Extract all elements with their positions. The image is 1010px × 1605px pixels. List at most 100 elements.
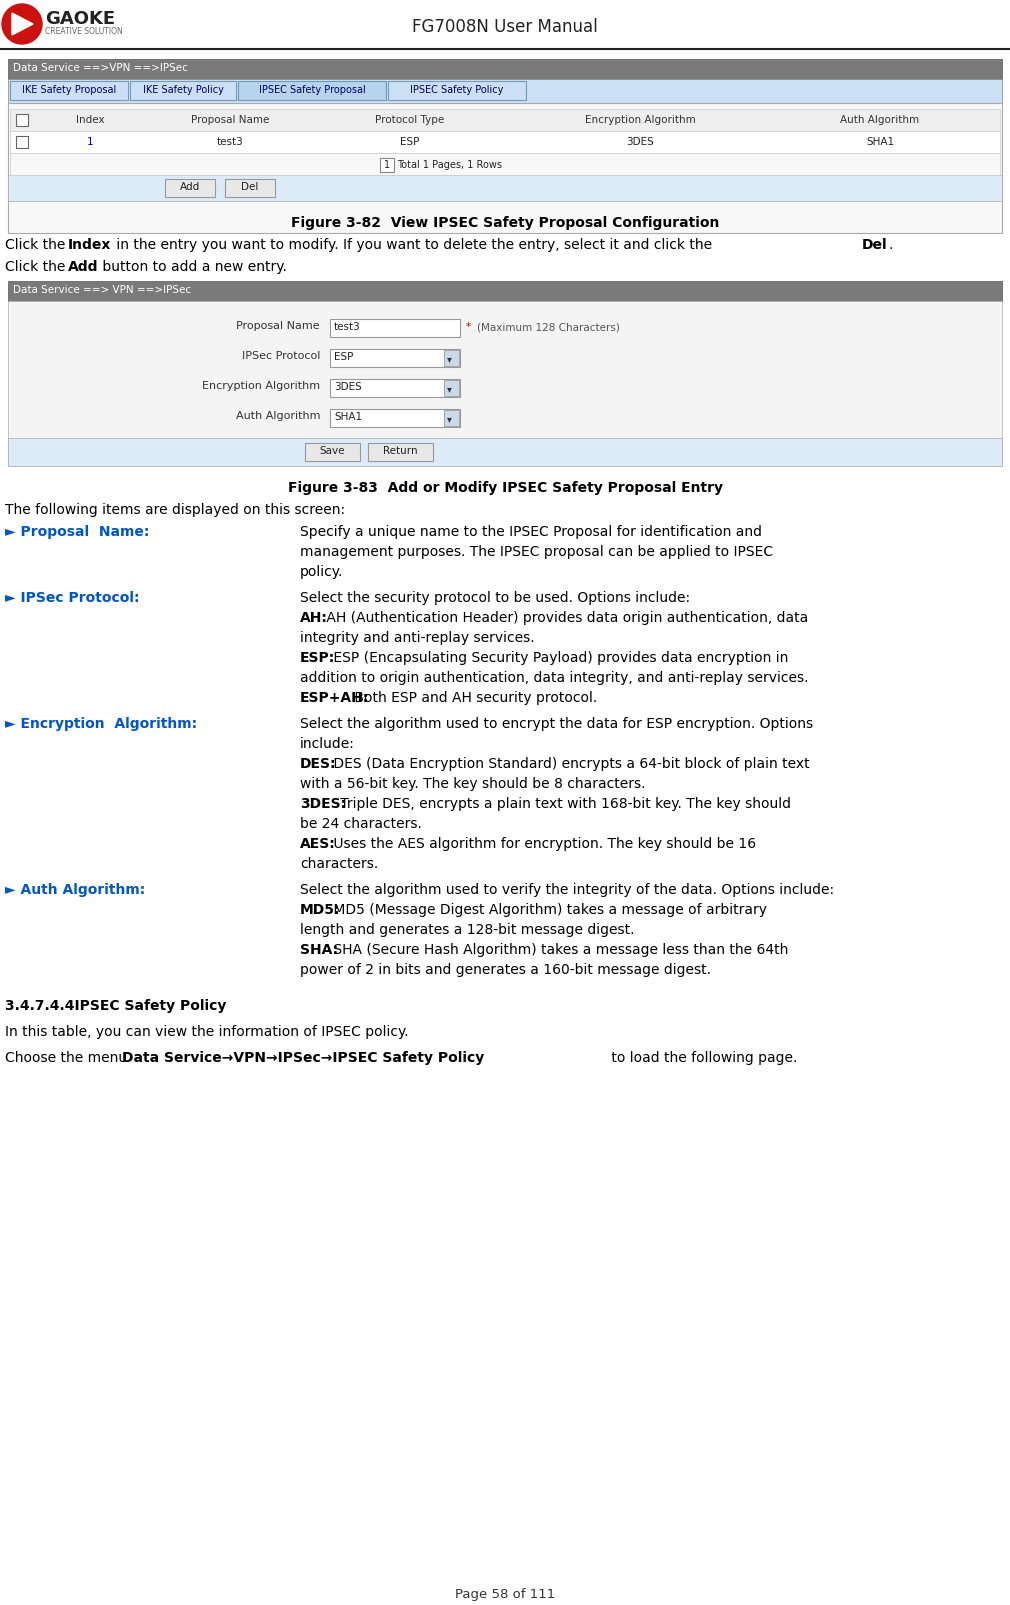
Text: Both ESP and AH security protocol.: Both ESP and AH security protocol. xyxy=(350,690,598,705)
Text: Proposal Name: Proposal Name xyxy=(191,116,270,125)
Text: Triple DES, encrypts a plain text with 168-bit key. The key should: Triple DES, encrypts a plain text with 1… xyxy=(336,796,791,811)
Text: with a 56-bit key. The key should be 8 characters.: with a 56-bit key. The key should be 8 c… xyxy=(300,777,645,791)
Text: ▾: ▾ xyxy=(446,353,451,364)
Text: characters.: characters. xyxy=(300,857,379,870)
Text: ESP (Encapsulating Security Payload) provides data encryption in: ESP (Encapsulating Security Payload) pro… xyxy=(329,650,788,664)
Text: Auth Algorithm: Auth Algorithm xyxy=(840,116,919,125)
Text: Protocol Type: Protocol Type xyxy=(376,116,444,125)
Text: Uses the AES algorithm for encryption. The key should be 16: Uses the AES algorithm for encryption. T… xyxy=(329,836,755,851)
Text: 3DES: 3DES xyxy=(626,136,653,148)
Text: power of 2 in bits and generates a 160-bit message digest.: power of 2 in bits and generates a 160-b… xyxy=(300,963,711,976)
Text: FG7008N User Manual: FG7008N User Manual xyxy=(412,18,598,35)
Text: The following items are displayed on this screen:: The following items are displayed on thi… xyxy=(5,502,345,517)
Text: IPSEC Safety Proposal: IPSEC Safety Proposal xyxy=(259,85,366,95)
Text: in the entry you want to modify. If you want to delete the entry, select it and : in the entry you want to modify. If you … xyxy=(112,238,716,252)
Text: Index: Index xyxy=(68,238,111,252)
Bar xyxy=(330,380,460,398)
Text: length and generates a 128-bit message digest.: length and generates a 128-bit message d… xyxy=(300,923,634,936)
Text: Click the: Click the xyxy=(5,260,70,274)
Text: AH:: AH: xyxy=(300,610,328,624)
Bar xyxy=(225,180,275,197)
Bar xyxy=(10,132,1000,154)
Text: ESP+AH:: ESP+AH: xyxy=(300,690,370,705)
Text: Del: Del xyxy=(241,181,259,193)
Text: addition to origin authentication, data integrity, and anti-replay services.: addition to origin authentication, data … xyxy=(300,671,808,685)
Text: be 24 characters.: be 24 characters. xyxy=(300,817,422,830)
Text: Specify a unique name to the IPSEC Proposal for identification and: Specify a unique name to the IPSEC Propo… xyxy=(300,525,762,539)
Text: Figure 3-82  View IPSEC Safety Proposal Configuration: Figure 3-82 View IPSEC Safety Proposal C… xyxy=(291,215,719,230)
Text: *: * xyxy=(466,321,475,332)
Bar xyxy=(380,159,394,173)
Bar xyxy=(368,443,433,462)
Text: Save: Save xyxy=(319,446,344,456)
Text: AES:: AES: xyxy=(300,836,335,851)
Bar xyxy=(444,380,459,396)
Text: Figure 3-83  Add or Modify IPSEC Safety Proposal Entry: Figure 3-83 Add or Modify IPSEC Safety P… xyxy=(288,482,722,494)
Text: button to add a new entry.: button to add a new entry. xyxy=(98,260,287,274)
Bar xyxy=(130,82,236,101)
Text: ▾: ▾ xyxy=(446,414,451,424)
Text: 3DES: 3DES xyxy=(334,382,362,392)
Bar xyxy=(8,80,1002,104)
Text: IKE Safety Proposal: IKE Safety Proposal xyxy=(22,85,116,95)
Bar xyxy=(330,350,460,368)
Text: MD5:: MD5: xyxy=(300,902,340,916)
Text: include:: include: xyxy=(300,737,355,751)
Text: ► Auth Algorithm:: ► Auth Algorithm: xyxy=(5,883,145,897)
Text: policy.: policy. xyxy=(300,565,343,579)
Bar xyxy=(8,302,1002,467)
Bar xyxy=(0,0,1010,50)
Text: ▾: ▾ xyxy=(446,384,451,393)
Text: Del: Del xyxy=(862,238,888,252)
Bar xyxy=(330,319,460,337)
Bar xyxy=(16,116,28,127)
Bar xyxy=(10,82,128,101)
Text: ► Proposal  Name:: ► Proposal Name: xyxy=(5,525,149,539)
Text: MD5 (Message Digest Algorithm) takes a message of arbitrary: MD5 (Message Digest Algorithm) takes a m… xyxy=(329,902,767,916)
Text: IPSEC Safety Policy: IPSEC Safety Policy xyxy=(410,85,504,95)
Text: management purposes. The IPSEC proposal can be applied to IPSEC: management purposes. The IPSEC proposal … xyxy=(300,544,773,559)
Text: 3DES:: 3DES: xyxy=(300,796,346,811)
Text: Encryption Algorithm: Encryption Algorithm xyxy=(585,116,695,125)
Text: Click the: Click the xyxy=(5,238,70,252)
Text: Select the algorithm used to verify the integrity of the data. Options include:: Select the algorithm used to verify the … xyxy=(300,883,834,897)
Text: Total 1 Pages, 1 Rows: Total 1 Pages, 1 Rows xyxy=(397,160,502,170)
Text: Proposal Name: Proposal Name xyxy=(236,321,320,331)
Bar xyxy=(388,82,526,101)
Text: Add: Add xyxy=(68,260,99,274)
Text: Add: Add xyxy=(180,181,200,193)
Text: Choose the menu: Choose the menu xyxy=(5,1050,131,1064)
Text: SHA1: SHA1 xyxy=(866,136,894,148)
Text: SHA1: SHA1 xyxy=(334,412,363,422)
Text: ► IPSec Protocol:: ► IPSec Protocol: xyxy=(5,591,139,605)
Bar xyxy=(8,438,1002,467)
Text: Auth Algorithm: Auth Algorithm xyxy=(235,411,320,421)
Text: CREATIVE SOLUTION: CREATIVE SOLUTION xyxy=(45,27,123,35)
Text: Index: Index xyxy=(76,116,104,125)
Text: Page 58 of 111: Page 58 of 111 xyxy=(454,1587,556,1600)
Bar xyxy=(8,59,1002,80)
Text: .: . xyxy=(889,238,894,252)
Text: Select the security protocol to be used. Options include:: Select the security protocol to be used.… xyxy=(300,591,690,605)
Text: integrity and anti-replay services.: integrity and anti-replay services. xyxy=(300,631,534,645)
Text: SHA:: SHA: xyxy=(300,942,338,957)
Text: SHA (Secure Hash Algorithm) takes a message less than the 64th: SHA (Secure Hash Algorithm) takes a mess… xyxy=(329,942,788,957)
Circle shape xyxy=(2,5,42,45)
Bar xyxy=(8,177,1002,202)
Text: (Maximum 128 Characters): (Maximum 128 Characters) xyxy=(477,321,620,332)
Bar xyxy=(165,180,215,197)
Text: Encryption Algorithm: Encryption Algorithm xyxy=(202,380,320,390)
Text: Select the algorithm used to encrypt the data for ESP encryption. Options: Select the algorithm used to encrypt the… xyxy=(300,716,813,730)
Polygon shape xyxy=(12,14,33,35)
Text: to load the following page.: to load the following page. xyxy=(607,1050,797,1064)
Bar xyxy=(444,411,459,427)
Text: GAOKE: GAOKE xyxy=(45,10,115,27)
Bar xyxy=(238,82,386,101)
Text: ESP:: ESP: xyxy=(300,650,335,664)
Text: 1: 1 xyxy=(87,136,93,148)
Bar xyxy=(8,282,1002,302)
Bar xyxy=(330,409,460,429)
Text: 3.4.7.4.4IPSEC Safety Policy: 3.4.7.4.4IPSEC Safety Policy xyxy=(5,998,226,1013)
Bar xyxy=(10,154,1000,177)
Text: IPSec Protocol: IPSec Protocol xyxy=(241,351,320,361)
